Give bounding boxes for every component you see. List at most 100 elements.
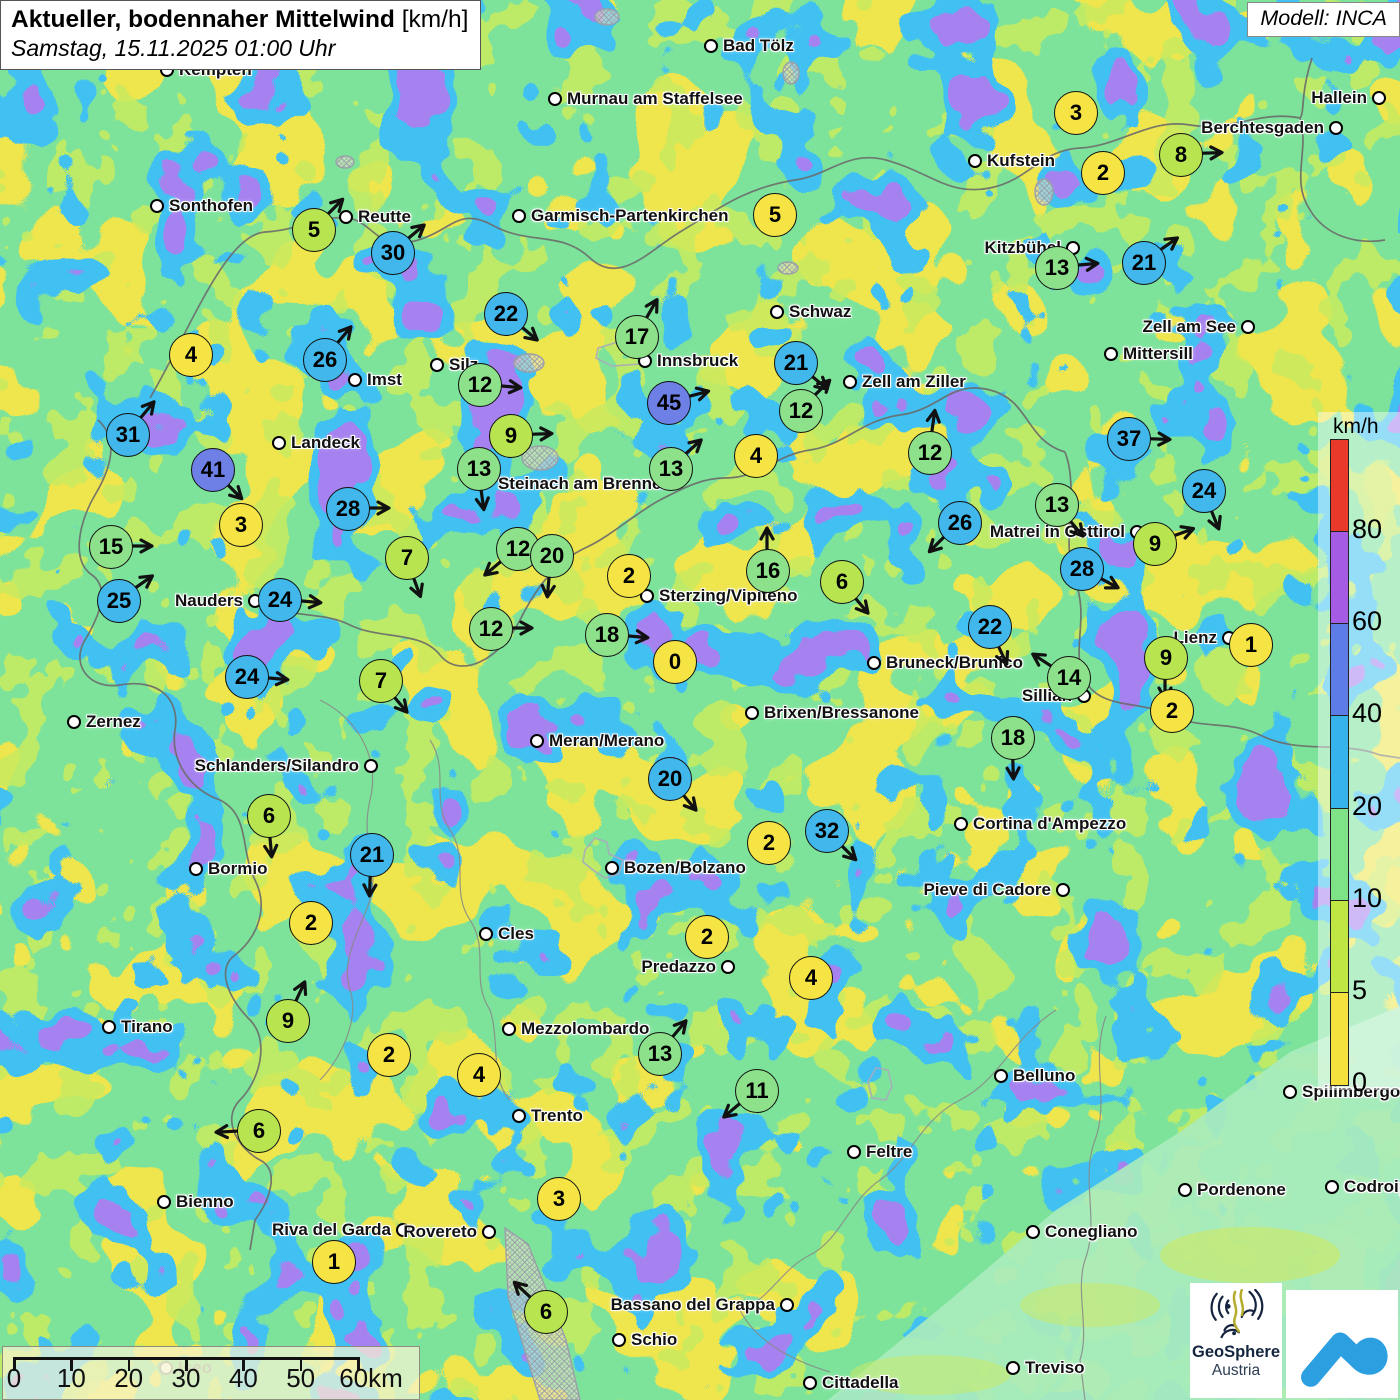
city-dot <box>1325 1180 1339 1194</box>
city-dot <box>189 862 203 876</box>
wind-marker: 15 <box>86 522 154 570</box>
wind-marker: 1 <box>309 1237 357 1285</box>
city-label: Cles <box>479 924 534 944</box>
wind-speed-value: 9 <box>489 414 533 458</box>
city-name: Reutte <box>358 207 411 226</box>
city-name: Riva del Garda <box>271 1220 391 1239</box>
city-label: Codroipo <box>1325 1177 1400 1197</box>
scale-bar-label: 50 <box>286 1363 316 1393</box>
wind-speed-value: 11 <box>735 1069 779 1113</box>
wind-speed-value: 5 <box>753 193 797 237</box>
wind-marker: 4 <box>166 330 214 378</box>
city-label: Pordenone <box>1178 1180 1286 1200</box>
wind-speed-value: 6 <box>247 794 291 838</box>
legend-bin <box>1331 900 1348 993</box>
city-label: Feltre <box>847 1142 912 1162</box>
geosphere-logo-subtext: Austria <box>1211 1361 1261 1379</box>
wind-speed-value: 2 <box>1150 689 1194 733</box>
scale-bar-label: 40 <box>228 1363 258 1393</box>
city-dot <box>994 1069 1008 1083</box>
legend-bin <box>1331 992 1348 1085</box>
wind-marker: 4 <box>731 431 779 479</box>
city-name: Predazzo <box>641 957 716 976</box>
city-dot <box>67 715 81 729</box>
wind-marker: 18 <box>988 713 1036 781</box>
wind-speed-value: 9 <box>266 999 310 1043</box>
wind-marker: 21 <box>1119 236 1180 286</box>
wind-marker: 12 <box>466 604 534 652</box>
city-dot <box>780 1298 794 1312</box>
wind-marker: 6 <box>817 557 870 615</box>
wind-marker: 0 <box>650 637 698 685</box>
wind-marker: 11 <box>722 1066 780 1119</box>
wind-speed-value: 1 <box>1229 623 1273 667</box>
city-name: Bormio <box>208 859 268 878</box>
wind-speed-value: 7 <box>385 536 429 580</box>
city-label: Predazzo <box>641 957 735 977</box>
wind-marker: 2 <box>1147 686 1195 734</box>
wind-speed-value: 16 <box>746 549 790 593</box>
city-label: Tirano <box>102 1017 173 1037</box>
city-label: Murnau am Staffelsee <box>548 89 743 109</box>
wind-marker: 4 <box>786 953 834 1001</box>
map-title: Aktueller, bodennaher Mittelwind [km/h] <box>11 6 469 33</box>
city-label: Imst <box>348 370 402 390</box>
scale-bar-tick <box>70 1357 73 1371</box>
wind-marker: 14 <box>1031 652 1092 701</box>
wind-speed-value: 4 <box>457 1053 501 1097</box>
wind-speed-value: 12 <box>458 363 502 407</box>
wind-marker: 24 <box>255 575 323 623</box>
city-name: Innsbruck <box>657 351 739 370</box>
wind-marker: 28 <box>1057 544 1120 592</box>
map-title-unit: [km/h] <box>401 6 469 33</box>
scale-bar-tick <box>127 1357 131 1371</box>
wind-marker: 20 <box>527 531 575 599</box>
city-dot <box>605 861 619 875</box>
city-name: Pieve di Cadore <box>923 880 1051 899</box>
wind-speed-value: 18 <box>585 613 629 657</box>
wind-speed-value: 4 <box>789 956 833 1000</box>
city-dot <box>843 375 857 389</box>
scale-bar-label: 30 <box>171 1363 201 1393</box>
city-name: Nauders <box>174 591 243 610</box>
wind-marker: 13 <box>646 438 703 492</box>
wind-speed-value: 30 <box>371 231 415 275</box>
city-dot <box>150 199 164 213</box>
city-label: Cortina d'Ampezzo <box>954 814 1126 834</box>
legend: km/h 80 60 40 20 10 5 0 <box>1318 412 1400 1097</box>
wind-marker: 32 <box>802 806 858 862</box>
wind-speed-value: 24 <box>225 655 269 699</box>
wind-speed-value: 13 <box>1035 483 1079 527</box>
wind-speed-value: 45 <box>647 381 691 425</box>
wind-marker: 24 <box>1179 466 1227 531</box>
wind-speed-value: 15 <box>89 525 133 569</box>
city-name: Sonthofen <box>169 196 254 215</box>
wind-speed-value: 12 <box>779 389 823 433</box>
city-name: Garmisch-Partenkirchen <box>531 206 729 225</box>
wind-marker: 16 <box>743 526 791 594</box>
city-label: Nauders <box>175 591 262 611</box>
city-label: Spilimbergo <box>1283 1082 1400 1102</box>
wind-marker: 7 <box>356 656 409 714</box>
city-label: Bormio <box>189 859 268 879</box>
wind-marker: 21 <box>347 830 395 898</box>
city-name: Tirano <box>121 1017 173 1036</box>
city-label: Pieve di Cadore <box>923 880 1070 900</box>
city-dot <box>102 1020 116 1034</box>
wind-marker: 13 <box>454 444 502 512</box>
city-label: Bozen/Bolzano <box>605 858 746 878</box>
city-label: Brixen/Bressanone <box>745 703 919 723</box>
wind-speed-value: 2 <box>607 554 651 598</box>
city-label: Cittadella <box>803 1373 899 1393</box>
wind-marker: 21 <box>771 338 829 391</box>
city-label: Zernez <box>67 712 141 732</box>
city-name: Schio <box>631 1330 678 1349</box>
geosphere-logo-text: GeoSphere <box>1191 1343 1281 1361</box>
wind-marker: 3 <box>216 500 264 548</box>
legend-tick-label: 20 <box>1352 790 1383 821</box>
wind-marker: 5 <box>750 190 798 238</box>
wind-marker: 45 <box>644 378 711 426</box>
city-label: Zell am See <box>1142 317 1255 337</box>
wind-marker: 13 <box>1032 243 1100 291</box>
city-label: Bruneck/Brunico <box>867 653 1023 673</box>
